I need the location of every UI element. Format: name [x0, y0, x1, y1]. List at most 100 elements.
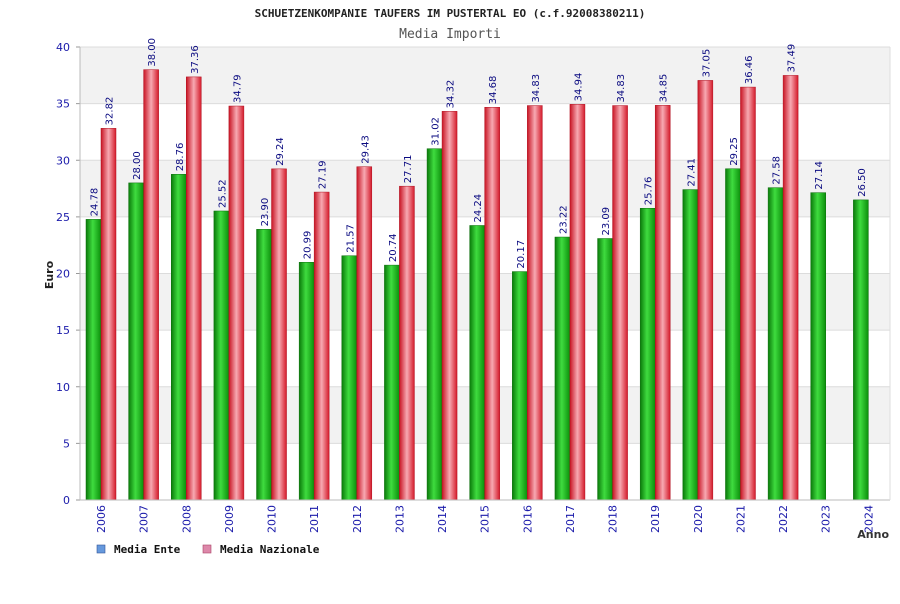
data-label-media-ente: 25.76 [644, 177, 655, 206]
x-tick-label: 2024 [862, 505, 875, 533]
bar-media-ente [554, 236, 571, 501]
y-tick-label: 10 [56, 381, 70, 394]
data-label-media-nazionale: 37.49 [787, 44, 798, 73]
data-label-media-nazionale: 37.05 [701, 49, 712, 78]
bar-media-nazionale [484, 106, 500, 501]
y-tick-label: 0 [63, 494, 70, 507]
bar-media-nazionale [100, 128, 117, 501]
x-tick-label: 2017 [564, 505, 577, 533]
x-tick-label: 2007 [138, 505, 151, 533]
bar-media-ente [384, 264, 400, 501]
y-tick-label: 15 [56, 324, 70, 337]
bar-media-ente [767, 187, 784, 501]
data-label-media-nazionale: 34.32 [446, 80, 457, 109]
data-label-media-ente: 23.09 [601, 207, 612, 236]
y-tick-label: 35 [56, 98, 70, 111]
data-label-media-nazionale: 27.19 [318, 160, 329, 189]
x-tick-label: 2011 [308, 505, 321, 533]
x-tick-label: 2018 [607, 505, 620, 533]
data-label-media-ente: 23.90 [260, 198, 271, 227]
y-tick-label: 25 [56, 211, 70, 224]
data-label-media-ente: 27.58 [772, 156, 783, 185]
data-label-media-nazionale: 38.00 [147, 38, 158, 67]
data-label-media-ente: 21.57 [345, 224, 356, 253]
data-label-media-nazionale: 37.36 [190, 45, 201, 74]
x-tick-label: 2014 [436, 505, 449, 533]
data-label-media-ente: 20.17 [516, 240, 527, 269]
bar-media-ente [682, 189, 699, 501]
legend-label-media-ente: Media Ente [114, 543, 181, 556]
data-label-media-ente: 29.25 [729, 137, 740, 166]
bar-media-nazionale [313, 191, 330, 501]
data-label-media-nazionale: 34.94 [573, 73, 584, 102]
data-label-media-nazionale: 29.43 [360, 135, 371, 164]
legend: Media Ente Media Nazionale [96, 543, 320, 556]
data-label-media-ente: 28.00 [132, 151, 143, 180]
bar-media-nazionale [697, 80, 714, 501]
x-tick-label: 2015 [479, 505, 492, 533]
legend-swatch-media-nazionale [202, 544, 212, 554]
bar-media-ente [512, 271, 528, 501]
data-label-media-nazionale: 29.24 [275, 137, 286, 166]
x-tick-label: 2021 [734, 505, 747, 533]
data-label-media-ente: 27.41 [686, 158, 697, 187]
data-label-media-ente: 24.24 [473, 194, 484, 223]
x-axis-label: Anno [857, 528, 889, 541]
data-label-media-ente: 20.99 [303, 231, 314, 260]
x-tick-label: 2023 [820, 505, 833, 533]
data-label-media-ente: 26.50 [857, 168, 868, 197]
bar-media-nazionale [654, 105, 671, 501]
bar-media-nazionale [527, 105, 543, 501]
chart-title: SCHUETZENKOMPANIE TAUFERS IM PUSTERTAL E… [255, 7, 646, 20]
bar-media-ente [171, 174, 187, 501]
data-label-media-nazionale: 32.82 [105, 97, 116, 126]
data-label-media-nazionale: 36.46 [744, 55, 755, 84]
bar-media-ente [639, 208, 656, 501]
chart-subtitle: Media Importi [399, 27, 501, 42]
y-tick-label: 20 [56, 268, 70, 281]
bar-media-nazionale [143, 69, 159, 501]
bar-media-ente [810, 192, 826, 501]
bar-media-ente [426, 148, 443, 501]
bar-media-nazionale [782, 75, 799, 501]
x-tick-label: 2009 [223, 505, 236, 533]
bar-media-ente [469, 225, 485, 501]
bar-media-ente [725, 168, 741, 501]
legend-label-media-nazionale: Media Nazionale [220, 543, 320, 556]
bar-media-nazionale [186, 76, 202, 501]
y-tick-label: 5 [63, 437, 70, 450]
bar-media-ente [256, 229, 272, 501]
bar-media-nazionale [356, 166, 373, 501]
x-tick-label: 2012 [351, 505, 364, 533]
data-label-media-nazionale: 34.85 [659, 74, 670, 103]
legend-swatch-media-ente [96, 544, 106, 554]
data-label-media-ente: 25.52 [217, 179, 228, 208]
data-label-media-nazionale: 34.83 [616, 74, 627, 103]
x-tick-label: 2013 [393, 505, 406, 533]
bar-media-ente [85, 219, 102, 501]
bar-media-ente [298, 262, 315, 501]
bar-media-nazionale [228, 105, 245, 501]
x-tick-label: 2006 [95, 505, 108, 533]
data-label-media-ente: 24.78 [90, 188, 101, 217]
bar-media-ente [597, 238, 613, 501]
data-label-media-nazionale: 34.68 [488, 76, 499, 105]
bar-media-nazionale [740, 86, 756, 501]
data-label-media-ente: 31.02 [431, 117, 442, 146]
bar-media-ente [341, 255, 358, 501]
bar-media-ente [213, 210, 230, 501]
bar-media-nazionale [569, 104, 586, 501]
bar-media-ente [853, 199, 869, 501]
bar-media-nazionale [441, 111, 458, 501]
x-tick-label: 2010 [266, 505, 279, 533]
y-tick-label: 40 [56, 41, 70, 54]
x-tick-label: 2019 [649, 505, 662, 533]
data-label-media-ente: 23.22 [558, 205, 569, 234]
bar-media-nazionale [612, 105, 628, 501]
y-tick-label: 30 [56, 154, 70, 167]
data-label-media-nazionale: 34.79 [232, 74, 243, 103]
data-label-media-nazionale: 27.71 [403, 155, 414, 184]
bar-media-nazionale [399, 185, 415, 501]
